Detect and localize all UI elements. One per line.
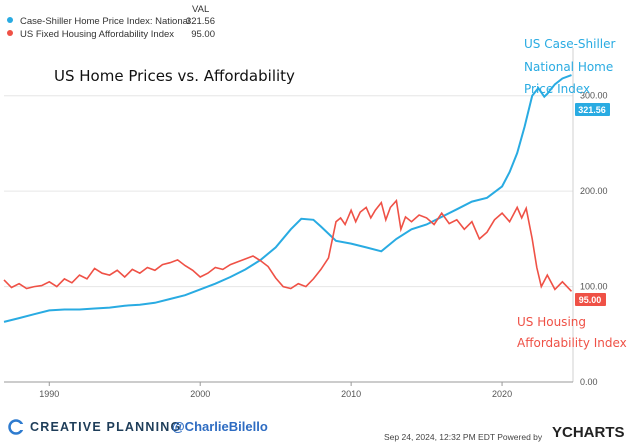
x-tick-label: 1990 [39,389,59,399]
creative-planning-logo-icon [8,419,24,435]
chart-title: US Home Prices vs. Affordability [54,67,295,85]
x-tick-label: 2000 [190,389,210,399]
legend-label-0: Case-Shiller Home Price Index: National [20,16,190,27]
series-line-case-shiller [3,74,572,323]
ycharts-logo: YCHARTS [552,424,625,441]
legend-value-0: 321.56 [186,16,215,27]
last-value-tag-affordability: 95.00 [575,293,606,306]
last-value-tag-case-shiller: 321.56 [575,103,610,116]
chart: VAL Case-Shiller Home Price Index: Natio… [3,4,627,399]
legend-value-1: 95.00 [191,29,215,40]
annotation-affordability-line-2: Affordability Index [517,336,627,350]
brand-name: CREATIVE PLANNING [30,420,182,434]
x-tick-label: 2020 [492,389,512,399]
grid [4,95,573,288]
y-tick-label: 300.00 [580,91,608,101]
last-value-text-case-shiller: 321.56 [578,105,606,115]
timestamp: Sep 24, 2024, 12:32 PM EDT Powered by [384,432,543,442]
y-tick-label: 100.00 [580,282,608,292]
last-value-text-affordability: 95.00 [579,295,602,305]
y-axis-ticks: 0.00 100.00 200.00 300.00 [580,91,608,387]
annotation-case-shiller-line-1: US Case-Shiller [524,37,616,51]
legend-header: VAL [192,4,209,15]
y-tick-label: 200.00 [580,186,608,196]
footer: CREATIVE PLANNING @CharlieBilello Sep 24… [0,413,642,443]
annotation-case-shiller-line-3: Price Index [524,82,590,96]
legend-swatch-1 [7,30,13,36]
x-axis-ticks: 1990 2000 2010 2020 [39,382,512,399]
legend-label-1: US Fixed Housing Affordability Index [20,29,174,40]
y-tick-label: 0.00 [580,377,598,387]
legend: VAL Case-Shiller Home Price Index: Natio… [7,4,215,40]
ycharts-text: YCHARTS [552,424,625,441]
brand: CREATIVE PLANNING [8,419,181,435]
x-tick-label: 2010 [341,389,361,399]
legend-swatch-0 [7,17,13,23]
annotation-case-shiller-line-2: National Home [524,60,613,74]
series-line-affordability [3,198,573,292]
twitter-handle: @CharlieBilello [172,419,268,434]
annotation-affordability-line-1: US Housing [517,315,586,329]
